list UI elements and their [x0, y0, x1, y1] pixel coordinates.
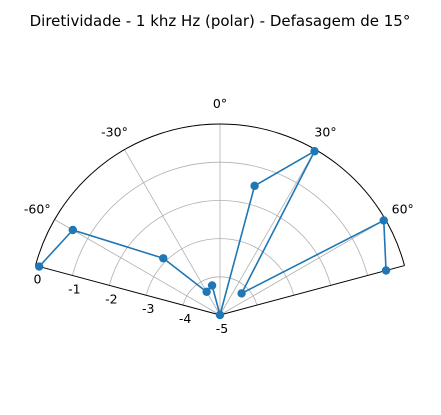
polar-frame [35, 123, 405, 316]
radial-tick-label: -5 [216, 321, 228, 336]
radial-tick-label: -4 [179, 311, 192, 326]
data-point [202, 287, 211, 297]
data-point [215, 310, 225, 320]
outer-arc [35, 123, 405, 266]
data-point [207, 281, 217, 290]
radial-tick-label: -2 [105, 291, 117, 306]
angle-tick-label: 60° [392, 202, 414, 217]
angle-gridline [54, 219, 221, 316]
right-edge [219, 265, 405, 316]
angle-gridline [219, 219, 386, 316]
radial-tick-label: -3 [142, 301, 154, 316]
data-point [68, 225, 77, 235]
data-point [250, 181, 259, 191]
radial-tick-labels: 0 -1 -2 -3 -4 -5 [34, 272, 229, 336]
data-point [34, 262, 44, 271]
data-point [159, 254, 168, 263]
angle-gridline [124, 149, 221, 316]
angle-tick-label: 30° [314, 124, 336, 139]
data-point [379, 216, 388, 225]
angle-tick-label: -30° [101, 124, 128, 139]
data-point [310, 147, 319, 156]
left-edge [35, 265, 221, 316]
data-series [34, 147, 391, 320]
angle-tick-label: 0° [213, 96, 227, 111]
chart-title: Diretividade - 1 khz Hz (polar) - Defasa… [30, 12, 411, 30]
polar-grid [54, 124, 386, 316]
angle-tick-labels: -60° -30° 0° 30° 60° [24, 96, 414, 217]
radial-tick-label: -1 [68, 281, 80, 296]
data-point [237, 289, 246, 298]
series-line [38, 150, 387, 316]
radial-tick-label: 0 [34, 272, 42, 287]
angle-tick-label: -60° [24, 202, 51, 217]
angle-gridline [219, 149, 316, 316]
data-point [381, 266, 391, 275]
